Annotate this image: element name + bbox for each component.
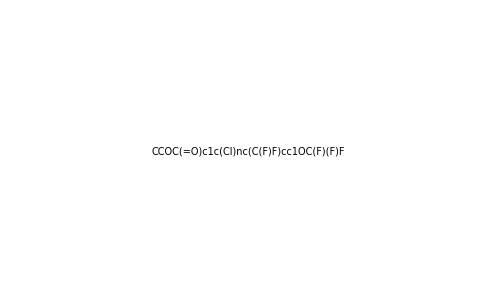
Text: CCOC(=O)c1c(Cl)nc(C(F)F)cc1OC(F)(F)F: CCOC(=O)c1c(Cl)nc(C(F)F)cc1OC(F)(F)F (151, 146, 345, 157)
